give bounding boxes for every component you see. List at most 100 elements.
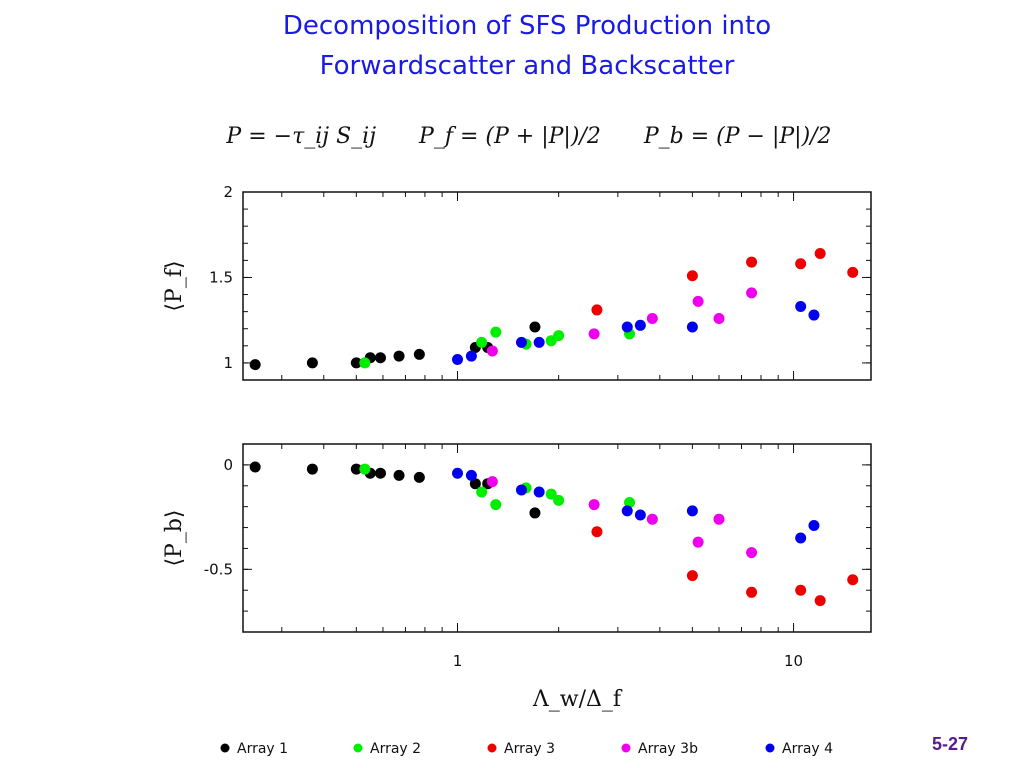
data-point (413, 348, 425, 360)
legend-marker (487, 743, 497, 753)
legend-marker (353, 743, 363, 753)
data-point (634, 509, 646, 521)
data-point (249, 359, 261, 371)
legend-marker (621, 743, 631, 753)
data-point (476, 336, 488, 348)
data-point (393, 350, 405, 362)
legend-label: Array 2 (370, 741, 421, 757)
y-tick-label: -0.5 (204, 560, 233, 578)
plot-frame (242, 191, 872, 381)
legend-item: Array 1 (220, 741, 288, 757)
data-point (249, 461, 261, 473)
legend-marker (220, 743, 230, 753)
chart-panel-forwardscatter: 1 1.5 2 ⟨P_f⟩ (162, 183, 872, 381)
slide-title-line-1: Decomposition of SFS Production into (282, 11, 772, 41)
data-point (686, 270, 698, 282)
y-tick-label: 1 (223, 354, 233, 372)
series-array-1 (249, 461, 541, 519)
data-point (350, 357, 362, 369)
data-point (686, 570, 698, 582)
series-array-2 (359, 326, 636, 369)
y-tick-label: 1.5 (209, 268, 233, 286)
data-point (469, 478, 481, 490)
data-point (413, 471, 425, 483)
data-point (465, 469, 477, 481)
slide-title-line-2: Forwardscatter and Backscatter (319, 51, 735, 81)
data-point (451, 467, 463, 479)
data-point (795, 532, 807, 544)
data-point (306, 463, 318, 475)
data-point (476, 486, 488, 498)
data-point (692, 295, 704, 307)
data-point (646, 513, 658, 525)
data-point (621, 505, 633, 517)
y-tick-label: 2 (223, 183, 233, 201)
series-array-3b (486, 476, 758, 559)
data-point (490, 326, 502, 338)
series-array-4 (451, 301, 820, 365)
data-point (533, 336, 545, 348)
data-point (847, 574, 859, 586)
legend-item: Array 3 (487, 741, 555, 757)
data-point (795, 301, 807, 313)
data-point (646, 312, 658, 324)
data-point (451, 353, 463, 365)
data-point (634, 319, 646, 331)
slide-number: 5-27 (932, 734, 969, 754)
legend-item: Array 3b (621, 741, 698, 757)
data-point (588, 499, 600, 511)
legend-label: Array 1 (237, 741, 288, 757)
data-point (814, 595, 826, 607)
formula-pf: P_f = (P + |P|)/2 (419, 124, 601, 149)
data-point (746, 586, 758, 598)
data-point (393, 469, 405, 481)
data-point (359, 463, 371, 475)
slide-title: Decomposition of SFS Production into For… (0, 6, 1024, 86)
data-point (624, 496, 636, 508)
data-point (515, 336, 527, 348)
data-point (374, 352, 386, 364)
data-point (533, 486, 545, 498)
data-point (692, 536, 704, 548)
legend-label: Array 3 (504, 741, 555, 757)
legend-marker (765, 743, 775, 753)
data-point (686, 505, 698, 517)
data-point (350, 463, 362, 475)
data-point (486, 345, 498, 357)
series-array-3 (591, 526, 859, 607)
data-point (529, 321, 541, 333)
data-point (808, 519, 820, 531)
data-point (713, 513, 725, 525)
data-point (515, 484, 527, 496)
data-point (545, 488, 557, 500)
data-point (621, 321, 633, 333)
plot-frame (242, 443, 872, 633)
data-point (814, 248, 826, 260)
formula-p: P = −τ_ij S_ij (226, 124, 377, 149)
data-point (746, 547, 758, 559)
data-point (795, 584, 807, 596)
legend-item: Array 4 (765, 741, 833, 757)
data-point (374, 467, 386, 479)
x-tick-label: 10 (784, 652, 803, 670)
data-point (591, 304, 603, 316)
formula-row: P = −τ_ij S_ij P_f = (P + |P|)/2 P_b = (… (0, 124, 1024, 149)
data-point (808, 309, 820, 321)
data-point (746, 287, 758, 299)
data-point (795, 258, 807, 270)
data-point (553, 494, 565, 506)
series-array-1 (249, 321, 541, 371)
x-tick-label: 1 (453, 652, 463, 670)
y-tick-label: 0 (223, 456, 233, 474)
data-point (359, 357, 371, 369)
series-array-3 (591, 248, 859, 316)
data-point (490, 499, 502, 511)
data-point (553, 330, 565, 342)
data-point (686, 321, 698, 333)
legend-label: Array 4 (782, 741, 833, 757)
legend-item: Array 2 (353, 741, 421, 757)
data-point (306, 357, 318, 369)
data-point (746, 256, 758, 268)
data-point (591, 526, 603, 538)
